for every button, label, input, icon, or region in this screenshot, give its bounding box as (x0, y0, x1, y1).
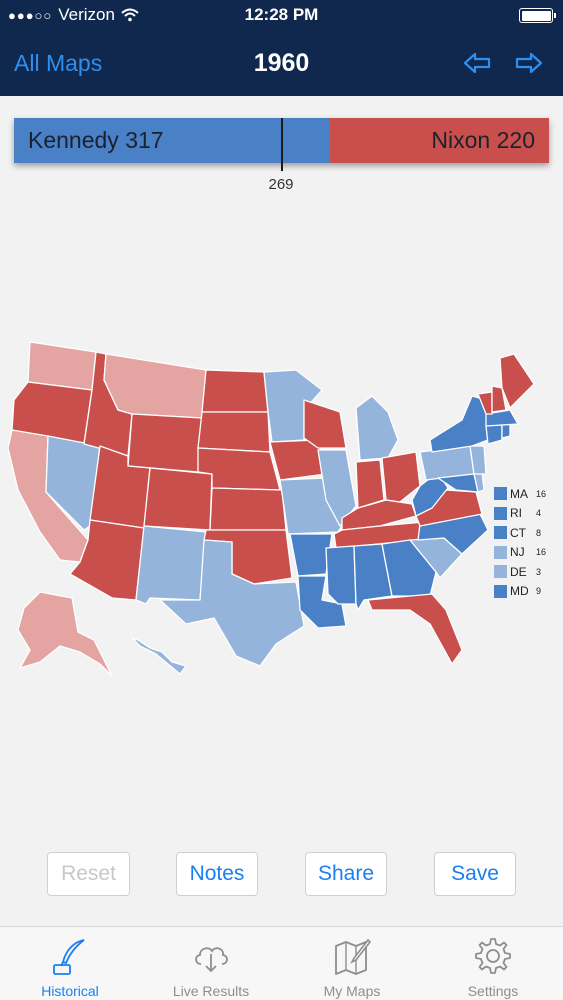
legend-state-abbr: NJ (510, 545, 525, 560)
map-pencil-icon (335, 938, 372, 975)
legend-electoral-votes: 9 (536, 586, 542, 597)
wifi-icon (121, 8, 139, 22)
legend-swatch (494, 565, 507, 579)
legend-state-abbr: MA (510, 486, 528, 501)
legend-electoral-votes: 16 (536, 547, 547, 558)
notes-button[interactable]: Notes (176, 852, 258, 896)
state-louisiana[interactable] (297, 575, 347, 629)
legend-electoral-votes: 16 (536, 488, 547, 499)
state-kansas[interactable] (209, 487, 287, 531)
state-wisconsin[interactable] (303, 399, 347, 449)
all-maps-button[interactable]: All Maps (14, 50, 103, 76)
democrat-total: Kennedy 317 (14, 118, 330, 163)
status-time: 12:28 PM (244, 5, 319, 24)
state-colorado[interactable] (143, 467, 213, 531)
republican-total: Nixon 220 (330, 118, 549, 163)
tab-label: Historical (41, 983, 99, 999)
state-hawaii[interactable] (131, 637, 187, 675)
legend-state-abbr: RI (510, 506, 522, 521)
share-button[interactable]: Share (305, 852, 387, 896)
legend-row-ri[interactable]: RI 4 (494, 504, 546, 524)
state-new-hampshire[interactable] (491, 385, 507, 413)
tab-label: My Maps (323, 983, 381, 999)
legend-swatch (494, 506, 507, 520)
state-alaska[interactable] (17, 591, 113, 677)
legend-row-nj[interactable]: NJ 16 (494, 543, 546, 563)
tab-settings[interactable]: Settings (423, 927, 563, 1000)
state-ohio[interactable] (381, 451, 421, 503)
arrow-left-icon[interactable] (462, 50, 492, 76)
legend-swatch (494, 584, 507, 598)
state-north-dakota[interactable] (201, 369, 269, 413)
tab-historical[interactable]: Historical (0, 927, 140, 1000)
state-south-dakota[interactable] (197, 411, 271, 453)
legend-row-ma[interactable]: MA 16 (494, 484, 546, 504)
state-wyoming[interactable] (127, 413, 203, 473)
win-threshold-marker (281, 118, 283, 171)
legend-state-abbr: MD (510, 584, 529, 599)
state-west-virginia[interactable] (411, 471, 449, 517)
state-texas[interactable] (159, 539, 305, 667)
state-georgia[interactable] (381, 539, 437, 597)
quill-inkwell-icon (53, 939, 85, 975)
legend-swatch (494, 487, 507, 501)
gear-icon (475, 938, 511, 974)
state-new-mexico[interactable] (135, 525, 207, 605)
tab-live-results[interactable]: Live Results (141, 927, 281, 1000)
carrier-signal: ●●●○○ Verizon (8, 5, 139, 25)
small-state-legend: MA 16 RI 4 CT 8 NJ 16 DE 3 MD 9 (494, 484, 546, 601)
state-michigan[interactable] (355, 395, 399, 461)
state-arkansas[interactable] (289, 533, 333, 577)
tab-bar: Historical Live Results My Maps Settings (0, 926, 563, 1000)
legend-electoral-votes: 4 (536, 508, 542, 519)
map-year-title: 1960 (253, 49, 310, 77)
electoral-vote-bar: Kennedy 317 Nixon 220 (14, 118, 549, 163)
state-indiana[interactable] (355, 459, 385, 509)
state-vermont[interactable] (477, 391, 493, 415)
state-maine[interactable] (499, 353, 535, 409)
state-florida[interactable] (367, 593, 463, 665)
legend-electoral-votes: 3 (536, 566, 542, 577)
state-new-york[interactable] (429, 395, 489, 453)
win-threshold-label: 269 (268, 176, 294, 193)
battery-icon (519, 8, 556, 23)
legend-swatch (494, 545, 507, 559)
cloud-download-icon (195, 947, 228, 973)
state-rhode-island[interactable] (501, 423, 511, 439)
electoral-map (7, 341, 535, 677)
legend-electoral-votes: 8 (536, 527, 542, 538)
state-massachusetts[interactable] (485, 409, 519, 427)
legend-state-abbr: DE (510, 564, 527, 579)
legend-row-md[interactable]: MD 9 (494, 582, 546, 602)
status-bar: ●●●○○ Verizon 12:28 PM (0, 0, 563, 30)
arrow-right-icon[interactable] (514, 50, 544, 76)
state-montana[interactable] (103, 353, 207, 419)
reset-button[interactable]: Reset (47, 852, 130, 896)
state-mississippi[interactable] (325, 545, 357, 605)
save-button[interactable]: Save (434, 852, 516, 896)
tab-label: Settings (467, 983, 519, 999)
carrier-name: Verizon (58, 5, 115, 24)
navigation-bar: All Maps 1960 (0, 30, 563, 96)
legend-row-de[interactable]: DE 3 (494, 562, 546, 582)
signal-strength-icon: ●●●○○ (8, 7, 53, 23)
tab-label: Live Results (172, 983, 250, 999)
tab-my-maps[interactable]: My Maps (282, 927, 422, 1000)
legend-row-ct[interactable]: CT 8 (494, 523, 546, 543)
state-connecticut[interactable] (485, 423, 503, 445)
state-new-jersey[interactable] (469, 445, 487, 475)
legend-swatch (494, 526, 507, 540)
legend-state-abbr: CT (510, 525, 526, 540)
